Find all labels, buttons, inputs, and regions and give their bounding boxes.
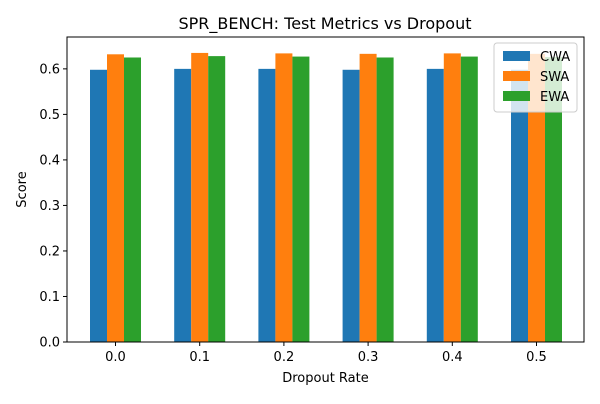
legend-swatch-ewa	[503, 91, 530, 101]
bar-cwa-0.0	[90, 69, 107, 342]
bar-swa-0.1	[191, 52, 209, 343]
x-axis: 0.0 0.1 0.2 0.3 0.4 0.5	[105, 342, 547, 365]
bar-cwa-0.1	[174, 68, 192, 343]
y-tick-label: 0.4	[39, 153, 60, 168]
legend-swatch-cwa	[503, 51, 530, 61]
legend: CWA SWA EWA	[493, 42, 578, 113]
y-tick-label: 0.2	[39, 244, 60, 259]
bar-ewa-0.1	[208, 56, 226, 343]
bar-cwa-0.4	[426, 68, 444, 343]
x-tick-label: 0.5	[526, 350, 547, 365]
bar-cwa-0.2	[258, 68, 276, 343]
y-tick-label: 0.5	[39, 108, 60, 123]
y-axis: 0.0 0.1 0.2 0.3 0.4 0.5 0.6	[39, 62, 67, 351]
bar-ewa-0.2	[292, 56, 310, 342]
y-tick-label: 0.3	[39, 199, 60, 214]
bar-swa-0.2	[275, 53, 293, 342]
y-tick-label: 0.1	[39, 290, 60, 305]
y-tick-label: 0.0	[39, 336, 60, 351]
x-tick-label: 0.0	[105, 350, 126, 365]
bar-cwa-0.3	[342, 69, 360, 342]
chart-title: SPR_BENCH: Test Metrics vs Dropout	[179, 14, 472, 34]
legend-label-cwa: CWA	[540, 50, 570, 65]
legend-label-swa: SWA	[540, 70, 569, 85]
bar-ewa-0.4	[460, 56, 478, 342]
x-tick-label: 0.4	[442, 350, 463, 365]
legend-swatch-swa	[503, 71, 530, 81]
bar-swa-0.0	[107, 54, 124, 343]
plot-area-frame	[66, 36, 585, 343]
x-tick-label: 0.3	[358, 350, 379, 365]
x-tick-label: 0.2	[274, 350, 295, 365]
bar-ewa-0.5	[545, 57, 562, 342]
x-tick-label: 0.1	[189, 350, 210, 365]
x-axis-label: Dropout Rate	[282, 371, 369, 386]
bar-swa-0.3	[359, 53, 377, 343]
legend-label-ewa: EWA	[540, 90, 569, 105]
y-axis-label: Score	[15, 171, 30, 207]
bar-ewa-0.0	[124, 57, 141, 343]
bar-swa-0.4	[443, 53, 461, 342]
bar-cwa-0.5	[511, 69, 528, 342]
y-tick-label: 0.6	[39, 62, 60, 77]
bar-ewa-0.3	[376, 57, 394, 343]
bars-layer	[90, 52, 562, 343]
bar-swa-0.5	[528, 53, 545, 343]
